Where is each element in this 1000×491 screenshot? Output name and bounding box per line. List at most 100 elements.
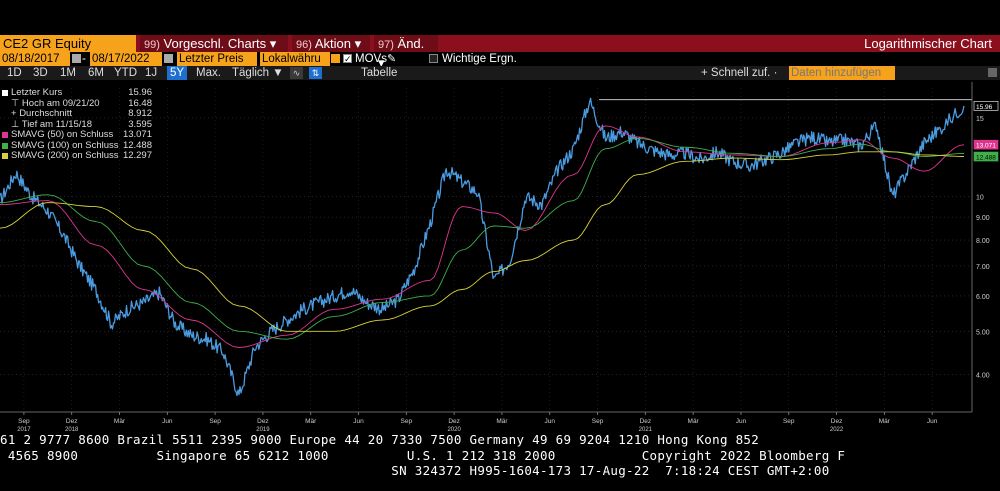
table-button[interactable]: Tabelle (361, 67, 398, 79)
price-chart[interactable]: 4.00 5.00 6.00 7.00 8.00 9.00 10 15 Sep Dez Mär Ju… (0, 80, 1000, 436)
price-line (0, 97, 965, 397)
currency-dropdown-icon[interactable] (331, 54, 340, 63)
add-data-input[interactable]: Daten hinzufügen (789, 66, 895, 80)
candle-chart-icon[interactable]: ⇅ (309, 67, 322, 79)
chart-legend: Letzter Kurs 15.96 ⊤ Hoch am 09/21/20 16… (2, 87, 152, 162)
footer-contact-line-2: 4565 8900 Singapore 65 6212 1000 U.S. 1 … (0, 448, 846, 463)
x-tick-label: Jun (353, 418, 364, 425)
sma50-badge (973, 139, 999, 150)
x-tick-label: Dez (640, 418, 652, 425)
period-1m[interactable]: 1M (60, 67, 76, 79)
menu-label: Aktion (314, 36, 351, 51)
x-tick-label: Mär (496, 418, 508, 425)
y-tick-label: 4.00 (976, 373, 990, 380)
legend-value: 12.488 (122, 139, 152, 151)
menu-icon[interactable] (988, 68, 997, 77)
chart-series (0, 97, 965, 397)
x-tick-label: Jun (544, 418, 555, 425)
x-year-label: 2021 (639, 427, 653, 433)
movs-checkbox[interactable] (343, 52, 352, 66)
menu-number: 96) (296, 39, 312, 51)
period-max[interactable]: Max. (196, 67, 221, 79)
start-date-field[interactable]: 08/18/2017 (0, 52, 70, 66)
currency-select[interactable]: Lokalwähru (260, 52, 330, 66)
legend-label-text: Durchschnitt (19, 108, 72, 119)
menu-change[interactable]: 97) Änd. ▾ (374, 35, 438, 70)
legend-label: Letzter Kurs (11, 87, 63, 98)
period-6m[interactable]: 6M (88, 67, 104, 79)
x-year-label: 2020 (447, 427, 461, 433)
legend-label-text: Hoch am 09/21/20 (21, 97, 100, 109)
quick-add-button[interactable]: + Schnell zuf. · (701, 67, 778, 79)
menu-action[interactable]: 96) Aktion ▾ (292, 35, 370, 52)
y-tick-label: 15 (976, 116, 984, 123)
x-year-label: 2019 (256, 427, 270, 433)
x-tick-label: Sep (592, 418, 604, 425)
line-chart-icon[interactable]: ∿ (290, 67, 303, 79)
axis-value-labels: 15.96 13.071 12.488 (973, 101, 999, 162)
settings-row: 08/18/2017 - 08/17/2022 Letzter Preis Lo… (0, 52, 1000, 66)
x-tick-label: Sep (783, 418, 795, 425)
menu-label: Vorgeschl. Charts (163, 36, 267, 51)
y-tick-label: 9.00 (976, 215, 990, 222)
footer-session-line: SN 324372 H995-1604-173 17-Aug-22 7:18:2… (0, 463, 830, 478)
legend-label-text: Tief am 11/15/18 (21, 118, 92, 130)
date-separator: - (82, 53, 86, 65)
y-tick-label: 6.00 (976, 294, 990, 301)
legend-label: SMAVG (50) on Schluss (11, 129, 114, 140)
header-bar: CE2 GR Equity 99) Vorgeschl. Charts ▾ 96… (0, 35, 1000, 70)
movs-label: MOVs (355, 53, 387, 65)
legend-label: SMAVG (200) on Schluss (11, 150, 119, 161)
legend-swatch (2, 142, 8, 149)
menu-number: 97) (378, 39, 394, 51)
last-badge-label: 15.96 (976, 104, 993, 111)
x-year-label: 2022 (830, 427, 844, 433)
legend-value: 15.96 (128, 87, 152, 98)
y-axis: 4.00 5.00 6.00 7.00 8.00 9.00 10 15 (971, 82, 990, 412)
footer-contact-line: 61 2 9777 8600 Brazil 5511 2395 9000 Eur… (0, 432, 760, 447)
x-tick-label: Jun (927, 418, 938, 425)
y-tick-label: 10 (976, 195, 984, 202)
x-tick-label: Jun (162, 418, 173, 425)
period-1d[interactable]: 1D (7, 67, 22, 79)
x-axis: Sep Dez Mär Jun Sep Dez Mär Jun Sep Dez Mär Jun Sep D… (0, 411, 972, 433)
legend-swatch (2, 132, 8, 138)
pencil-icon[interactable]: ✎ (387, 53, 397, 65)
legend-label: ⊤ Hoch am 09/21/20 (11, 97, 100, 109)
x-year-label: 2018 (65, 427, 79, 433)
legend-sma200: SMAVG (200) on Schluss 12.297 (2, 150, 152, 162)
x-tick-label: Sep (401, 418, 413, 425)
sma100-badge-label: 12.488 (976, 155, 996, 162)
sma200-line (0, 151, 965, 332)
legend-low: ⊥ Tief am 11/15/18 3.595 (2, 118, 152, 131)
legend-value: 3.595 (128, 118, 152, 130)
x-tick-label: Jun (736, 418, 747, 425)
y-tick-label: 5.00 (976, 329, 990, 336)
interval-select[interactable]: Täglich ▼ (232, 67, 284, 79)
legend-swatch (2, 153, 8, 159)
calendar-icon[interactable] (72, 54, 81, 63)
price-field-select[interactable]: Letzter Preis (177, 52, 257, 66)
sma50-badge-label: 13.071 (976, 143, 996, 150)
legend-label: + Durchschnitt (11, 108, 72, 119)
period-1j[interactable]: 1J (145, 67, 158, 79)
legend-value: 13.071 (122, 129, 152, 140)
events-checkbox[interactable] (429, 54, 438, 63)
sma100-line (0, 137, 965, 340)
dropdown-icon: ▾ (354, 36, 362, 51)
x-tick-label: Mär (305, 418, 317, 425)
legend-value: 8.912 (128, 108, 152, 119)
calendar-icon[interactable] (164, 54, 173, 63)
period-3d[interactable]: 3D (33, 67, 48, 79)
x-tick-label: Sep (18, 418, 30, 425)
ticker-field[interactable]: CE2 GR Equity (0, 35, 136, 52)
period-5y[interactable]: 5Y (167, 66, 188, 80)
x-tick-label: Sep (209, 418, 221, 425)
sma100-badge (973, 151, 999, 162)
end-date-field[interactable]: 08/17/2022 (90, 52, 162, 66)
period-ytd[interactable]: YTD (114, 67, 137, 79)
last-badge (973, 101, 999, 111)
menu-suggested-charts[interactable]: 99) Vorgeschl. Charts ▾ (140, 35, 288, 52)
dropdown-icon: ▾ (378, 55, 385, 70)
legend-value: 12.297 (122, 150, 152, 161)
